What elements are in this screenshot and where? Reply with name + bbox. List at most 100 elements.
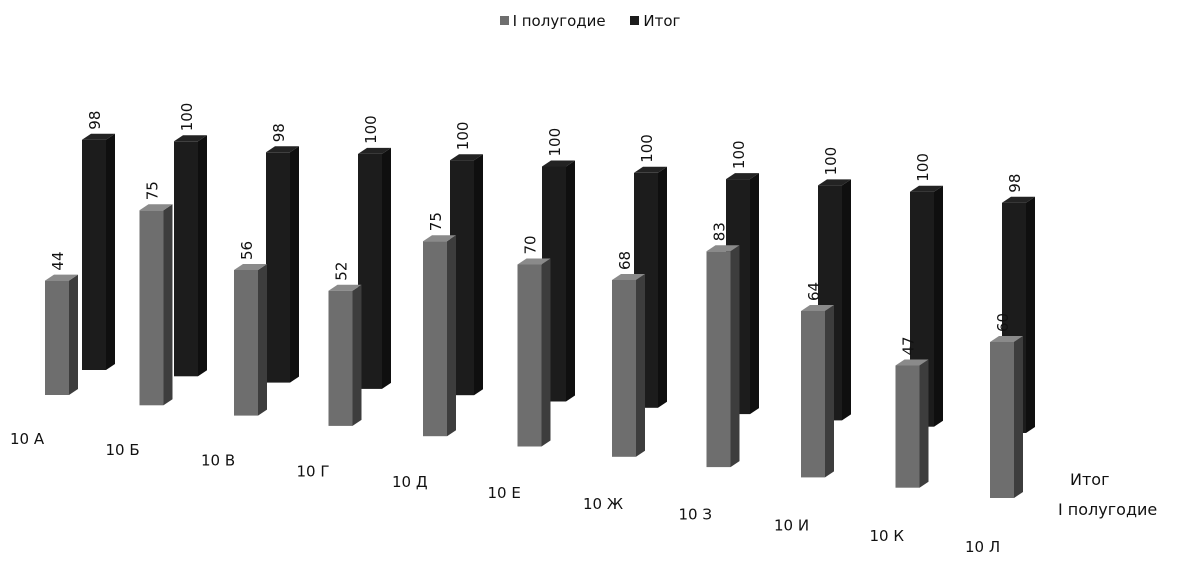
bar-total-1-top-face <box>82 133 115 140</box>
bar-first-half-8 <box>706 245 740 468</box>
bar-first-half-4-front-face <box>328 290 353 426</box>
data-label-first-half-5: 75 <box>427 212 445 231</box>
bar-total-7-side-face <box>658 166 667 408</box>
bar-first-half-3 <box>234 264 267 416</box>
bar-total-10-side-face <box>934 185 943 427</box>
bars-layer <box>45 133 1035 498</box>
bar-first-half-4-side-face <box>352 284 362 426</box>
data-label-total-1: 98 <box>86 111 104 130</box>
bar-first-half-5-top-face <box>423 235 456 242</box>
category-label-10: 10 К <box>870 527 905 545</box>
bar-total-1-side-face <box>106 133 115 370</box>
data-label-first-half-7: 68 <box>616 251 634 270</box>
bar-first-half-2-top-face <box>139 204 173 211</box>
bar-total-1 <box>82 133 115 370</box>
bar-total-11-side-face <box>1026 196 1035 433</box>
bar-first-half-10-side-face <box>919 359 929 488</box>
bar-first-half-11-front-face <box>990 342 1014 498</box>
bar-first-half-1-front-face <box>45 280 69 395</box>
bar-total-9-side-face <box>842 179 851 421</box>
data-label-total-10: 100 <box>914 153 932 182</box>
bar-first-half-10-front-face <box>895 365 920 488</box>
bar-first-half-6-top-face <box>517 258 551 265</box>
category-label-5: 10 Д <box>392 473 428 491</box>
bar-first-half-1 <box>45 274 78 395</box>
legend-swatch-total <box>630 16 640 25</box>
bar-total-10-top-face <box>910 185 943 192</box>
depth-label-first-half: I полугодие <box>1058 500 1158 519</box>
bar-total-4 <box>358 147 391 389</box>
bar-first-half-8-top-face <box>706 245 740 252</box>
bar-total-3-front-face <box>266 152 290 383</box>
data-label-total-5: 100 <box>454 122 472 151</box>
data-label-total-9: 100 <box>822 147 840 176</box>
bar-total-8-side-face <box>750 173 759 415</box>
bar-total-3 <box>266 146 299 383</box>
bar-total-5-top-face <box>450 154 483 161</box>
bar-total-2-top-face <box>174 135 207 142</box>
bar-first-half-1-side-face <box>69 274 78 395</box>
category-label-3: 10 В <box>201 452 235 470</box>
data-label-first-half-2: 75 <box>144 181 162 200</box>
category-label-9: 10 И <box>774 516 809 534</box>
category-label-6: 10 Е <box>488 484 521 502</box>
legend: I полугодие Итог <box>0 12 1180 30</box>
bar-total-4-front-face <box>358 153 382 389</box>
category-label-11: 10 Л <box>965 538 1000 556</box>
bar-total-6-side-face <box>566 160 575 402</box>
bar-total-7-top-face <box>634 166 667 173</box>
bar-first-half-4-top-face <box>328 284 362 291</box>
data-label-total-2: 100 <box>178 103 196 132</box>
bar-first-half-2 <box>139 204 173 406</box>
legend-label-total: Итог <box>643 12 681 30</box>
bar-first-half-6 <box>517 258 551 447</box>
bar-total-4-side-face <box>382 147 391 389</box>
data-label-first-half-8: 83 <box>711 222 729 241</box>
bar-first-half-11-top-face <box>990 336 1023 342</box>
bar-total-9-top-face <box>818 179 851 186</box>
data-label-first-half-3: 56 <box>238 241 256 260</box>
bar-first-half-10-top-face <box>895 359 929 366</box>
bar-total-3-side-face <box>290 146 299 383</box>
labels-layer: 98 100 98 100 100 100 100 100 100 100 98 44 75 56 52 75… <box>10 103 1024 556</box>
data-label-first-half-10: 47 <box>900 336 918 355</box>
bar-total-5-side-face <box>474 154 483 396</box>
data-label-first-half-4: 52 <box>333 262 351 281</box>
bar-total-5 <box>450 154 483 396</box>
bar-total-6-top-face <box>542 160 575 167</box>
data-label-first-half-9: 64 <box>805 282 823 301</box>
bar-first-half-4 <box>328 284 362 426</box>
bar-first-half-3-side-face <box>258 264 267 416</box>
category-label-8: 10 З <box>679 506 712 524</box>
category-label-4: 10 Г <box>297 462 330 480</box>
bar-first-half-8-side-face <box>730 245 740 468</box>
bar-first-half-11-side-face <box>1014 336 1023 498</box>
bar-first-half-11 <box>990 336 1023 498</box>
category-label-7: 10 Ж <box>583 495 623 513</box>
bar-first-half-9 <box>801 305 834 478</box>
bar-total-2 <box>174 135 207 377</box>
bar-first-half-6-front-face <box>517 264 542 447</box>
data-label-total-6: 100 <box>546 128 564 157</box>
bar-first-half-10 <box>895 359 929 488</box>
legend-swatch-first-half <box>499 16 509 25</box>
bar-total-1-front-face <box>82 139 106 370</box>
bar-total-3-top-face <box>266 146 299 153</box>
bar-total-4-top-face <box>358 147 391 154</box>
bar-total-8-top-face <box>726 173 759 180</box>
bar-first-half-7 <box>612 274 645 457</box>
data-label-first-half-11: 60 <box>994 313 1012 332</box>
data-label-total-8: 100 <box>730 140 748 169</box>
data-label-total-3: 98 <box>270 123 288 142</box>
legend-label-first-half: I полугодие <box>512 12 606 30</box>
data-label-first-half-6: 70 <box>522 235 540 254</box>
bar-first-half-6-side-face <box>541 258 551 447</box>
bar-total-2-front-face <box>174 141 198 377</box>
bar-first-half-2-front-face <box>139 210 164 406</box>
bar-total-2-side-face <box>198 135 207 377</box>
bar-first-half-9-front-face <box>801 311 825 478</box>
bar-first-half-7-side-face <box>636 274 645 457</box>
bar-first-half-7-front-face <box>612 280 636 457</box>
bar-first-half-2-side-face <box>163 204 173 406</box>
